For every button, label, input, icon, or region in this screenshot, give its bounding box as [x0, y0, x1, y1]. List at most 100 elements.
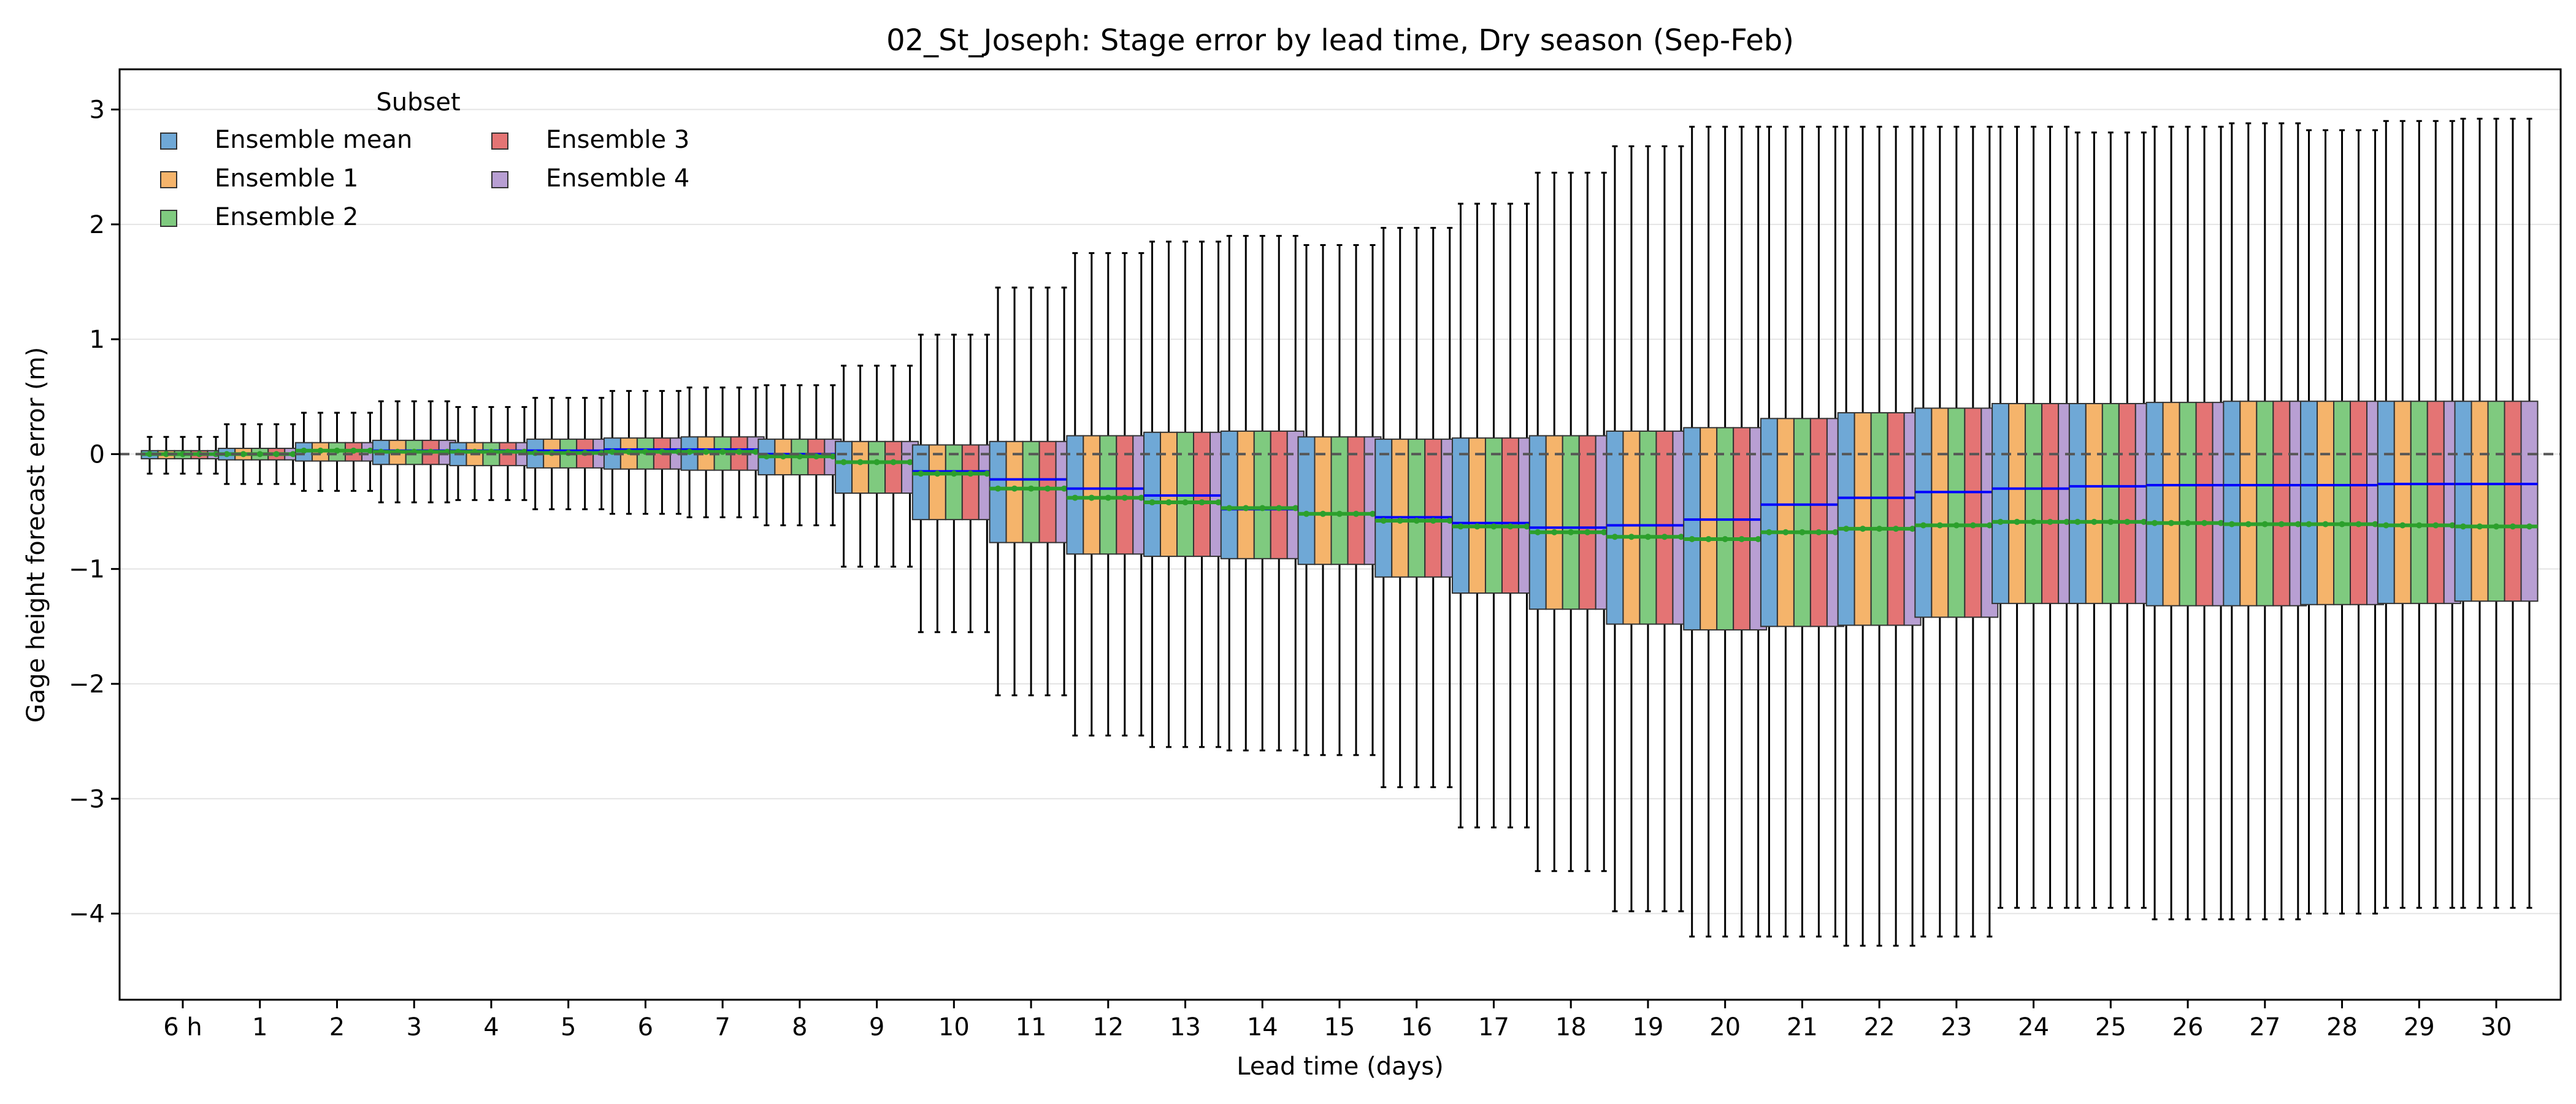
median-point: [1088, 494, 1095, 501]
box: [1809, 418, 1828, 627]
legend-swatch: [160, 210, 177, 227]
box-group: [1297, 244, 1382, 756]
median-point: [1243, 505, 1249, 512]
box: [1451, 437, 1470, 594]
x-tick-label: 21: [1787, 1013, 1818, 1041]
legend-item: Ensemble 1: [160, 164, 358, 193]
median-point: [1138, 494, 1144, 501]
median-point: [273, 451, 280, 458]
median-point: [1766, 529, 1773, 535]
y-tick-label: 0: [90, 440, 105, 469]
box-group: [1914, 126, 1999, 938]
box: [851, 440, 870, 494]
box: [1528, 435, 1547, 610]
box: [1374, 439, 1393, 578]
median-point: [256, 451, 263, 458]
median-point: [1677, 534, 1684, 540]
x-tick-label: 12: [1092, 1013, 1124, 1041]
median-point: [1165, 499, 1172, 506]
median-point: [1182, 499, 1189, 506]
median-point: [934, 470, 941, 477]
y-tick-label: −1: [69, 556, 105, 584]
x-tick-label: 28: [2326, 1013, 2358, 1041]
box: [2101, 402, 2120, 604]
box: [1022, 440, 1040, 543]
median-point: [1628, 534, 1635, 540]
box: [1347, 436, 1365, 565]
median-point: [2245, 521, 2252, 527]
median-point: [829, 453, 836, 460]
box: [989, 440, 1007, 543]
median-point: [2201, 519, 2208, 526]
median-point: [1782, 529, 1789, 535]
median-point: [1320, 510, 1326, 517]
median-point: [2074, 518, 2081, 525]
median-point: [1953, 522, 1960, 529]
median-point: [1071, 494, 1078, 501]
median-point: [951, 470, 957, 477]
median-point: [873, 459, 880, 466]
box: [1005, 440, 1024, 543]
median-point: [2493, 523, 2499, 530]
box-group: [603, 389, 688, 515]
median-point: [2432, 522, 2439, 529]
box: [1716, 427, 1735, 631]
median-point: [736, 448, 743, 455]
box: [835, 440, 853, 494]
legend-swatch: [491, 171, 508, 188]
y-tick-label: −2: [69, 670, 105, 699]
box: [1639, 430, 1657, 625]
box: [2041, 402, 2060, 604]
legend-item: Ensemble 4: [491, 164, 689, 193]
median-point: [2124, 518, 2131, 525]
box-group: [1451, 202, 1536, 829]
box: [1297, 436, 1316, 565]
median-point: [2278, 521, 2285, 527]
box: [1484, 437, 1503, 594]
median-point: [1259, 505, 1266, 512]
x-tick-label: 17: [1478, 1013, 1509, 1041]
box-group: [835, 364, 919, 568]
median-point: [890, 459, 897, 466]
median-point: [350, 447, 357, 454]
box: [884, 440, 903, 494]
box: [2454, 401, 2472, 602]
median-point: [2460, 523, 2466, 530]
median-point: [1920, 522, 1926, 529]
box: [1330, 436, 1349, 565]
median-point: [857, 459, 864, 466]
legend-swatch: [491, 132, 508, 150]
median-point: [1832, 529, 1839, 535]
box: [1236, 430, 1255, 559]
median-point: [1936, 522, 1943, 529]
x-axis-label: Lead time (days): [1236, 1052, 1444, 1081]
box: [961, 444, 979, 521]
median-point: [2526, 523, 2532, 530]
x-tick-label: 23: [1941, 1013, 1972, 1041]
median-point: [1893, 526, 1899, 532]
box: [1914, 407, 1933, 618]
box-group: [294, 412, 379, 492]
box-group: [1606, 145, 1690, 913]
box: [2471, 401, 2489, 602]
box: [2377, 401, 2395, 604]
median-point: [2168, 519, 2175, 526]
box-group: [1220, 235, 1305, 752]
x-tick-label: 27: [2249, 1013, 2280, 1041]
legend-item: Ensemble mean: [160, 126, 412, 154]
legend-item: Ensemble 2: [160, 203, 358, 231]
y-tick-label: −3: [69, 785, 105, 813]
box: [2520, 401, 2539, 602]
box: [1468, 437, 1486, 594]
box: [1270, 430, 1288, 559]
box: [2350, 401, 2368, 605]
box-group: [2300, 129, 2385, 915]
x-tick-label: 14: [1247, 1013, 1278, 1041]
median-point: [147, 451, 153, 458]
median-point: [1986, 522, 1993, 529]
median-point: [686, 448, 693, 455]
median-point: [2477, 523, 2483, 530]
median-point: [2449, 522, 2456, 529]
x-tick-label: 30: [2481, 1013, 2512, 1041]
legend-label: Ensemble 2: [215, 203, 358, 231]
